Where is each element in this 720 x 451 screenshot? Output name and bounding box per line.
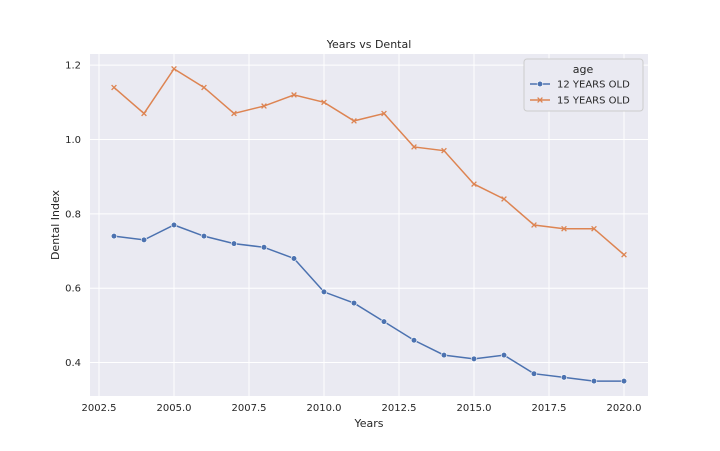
series-layer — [110, 66, 628, 385]
data-point — [381, 110, 387, 117]
legend-label: 15 YEARS OLD — [557, 96, 630, 107]
data-point — [261, 103, 267, 109]
legend: age 12 YEARS OLD 15 YEARS OLD — [523, 58, 644, 112]
data-point — [537, 97, 543, 103]
x-tick-label: 2015.0 — [457, 403, 492, 414]
data-point — [441, 147, 447, 154]
data-point — [621, 251, 627, 258]
data-point — [140, 236, 148, 243]
data-point — [321, 99, 327, 106]
data-point — [410, 337, 418, 344]
data-point — [231, 110, 237, 117]
data-point — [141, 110, 147, 117]
chart-title: Years vs Dental — [326, 38, 412, 51]
series-12-years-old — [110, 221, 628, 385]
x-axis-label: Years — [353, 417, 383, 430]
data-point — [200, 233, 208, 240]
data-point — [536, 80, 544, 88]
x-tick-label: 2002.5 — [82, 403, 117, 414]
data-point — [500, 352, 508, 359]
x-tick-label: 2012.5 — [382, 403, 417, 414]
data-point — [350, 299, 358, 307]
y-tick-label: 1.0 — [65, 135, 81, 146]
y-axis-label: Dental Index — [49, 189, 62, 260]
data-point — [590, 378, 598, 385]
y-tick-label: 0.4 — [65, 358, 81, 369]
x-tick-labels: 2002.5 2005.0 2007.5 2010.0 2012.5 2015.0 2017… — [82, 403, 642, 414]
data-point — [471, 181, 477, 187]
data-point — [530, 370, 538, 377]
y-tick-labels: 0.4 0.6 0.8 1.0 1.2 — [65, 61, 81, 369]
data-point — [440, 352, 448, 359]
data-point — [560, 374, 568, 381]
data-point — [291, 92, 297, 98]
data-point — [111, 84, 117, 91]
data-point — [230, 240, 238, 247]
data-point — [620, 378, 628, 385]
data-point — [561, 225, 567, 232]
data-point — [170, 221, 178, 229]
y-tick-label: 0.8 — [65, 209, 81, 220]
data-point — [171, 66, 177, 72]
legend-title: age — [573, 63, 594, 76]
data-point — [260, 244, 268, 251]
data-point — [201, 84, 207, 91]
legend-entry: 15 YEARS OLD — [530, 96, 630, 107]
data-point — [110, 233, 118, 240]
y-tick-label: 1.2 — [65, 61, 81, 72]
x-tick-label: 2020.0 — [607, 403, 642, 414]
data-point — [531, 222, 537, 228]
data-point — [351, 118, 357, 124]
series-line — [113, 67, 625, 256]
legend-entry: 12 YEARS OLD — [530, 80, 630, 91]
legend-box — [523, 58, 644, 112]
x-tick-label: 2007.5 — [232, 403, 267, 414]
y-tick-label: 0.6 — [65, 284, 81, 295]
legend-label: 12 YEARS OLD — [557, 80, 630, 91]
series-line — [113, 224, 624, 382]
x-tick-label: 2017.5 — [532, 403, 567, 414]
data-point — [380, 318, 388, 325]
data-point — [290, 255, 298, 262]
data-point — [411, 144, 417, 150]
data-point — [591, 225, 597, 232]
series-15-years-old — [111, 66, 627, 258]
data-point — [320, 288, 328, 296]
data-point — [470, 355, 478, 362]
x-tick-label: 2005.0 — [157, 403, 192, 414]
data-point — [501, 196, 507, 202]
x-tick-label: 2010.0 — [307, 403, 342, 414]
